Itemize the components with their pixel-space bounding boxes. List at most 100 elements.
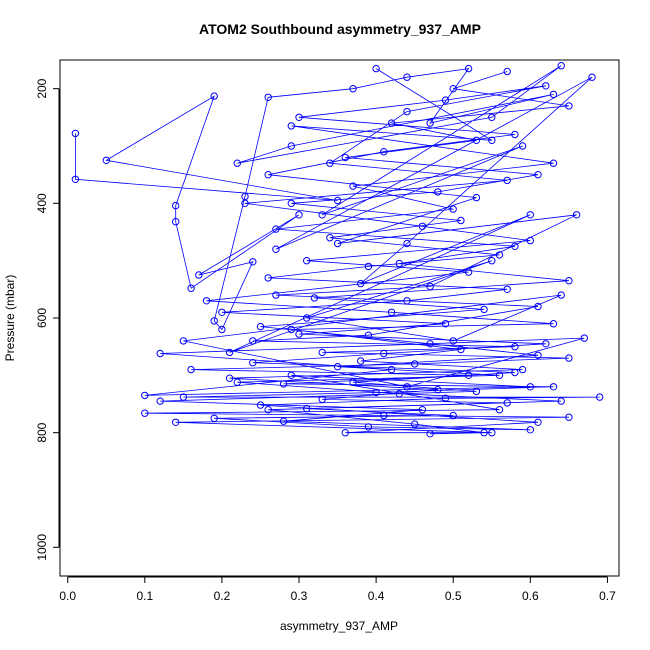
data-point	[434, 386, 442, 394]
data-point	[403, 383, 411, 391]
data-point	[557, 291, 565, 299]
data-point	[549, 90, 558, 99]
data-point	[218, 308, 226, 316]
data-point	[511, 343, 519, 351]
data-point	[295, 113, 303, 122]
data-point	[218, 325, 226, 334]
y-tick-label: 1000	[35, 534, 49, 561]
data-point	[187, 284, 195, 292]
data-point	[387, 365, 396, 374]
data-point	[526, 426, 534, 434]
data-point	[287, 142, 295, 150]
data-point	[272, 291, 280, 299]
data-point	[256, 322, 265, 331]
data-point	[372, 64, 380, 73]
data-point	[303, 404, 311, 413]
data-point	[357, 279, 365, 288]
data-point	[295, 330, 303, 338]
data-point	[457, 216, 465, 225]
data-point	[426, 340, 434, 348]
data-point	[495, 251, 504, 259]
data-point	[488, 113, 496, 122]
data-point	[202, 297, 211, 305]
data-point	[426, 430, 434, 438]
data-point	[249, 359, 257, 367]
data-point	[441, 394, 450, 402]
data-point	[187, 365, 195, 374]
plot-frame	[59, 59, 620, 577]
data-point	[264, 274, 272, 282]
data-point	[449, 205, 457, 213]
data-point	[565, 277, 573, 285]
x-tick-label: 0.2	[214, 589, 231, 603]
data-point	[403, 297, 411, 305]
x-tick-label: 0.7	[599, 589, 616, 603]
data-point	[426, 282, 434, 291]
data-point	[495, 371, 504, 379]
data-point	[403, 107, 411, 116]
data-point	[526, 211, 534, 219]
series-line-1	[75, 65, 600, 435]
data-point	[387, 119, 396, 127]
data-point	[71, 175, 80, 184]
data-point	[511, 368, 519, 377]
data-point	[526, 383, 534, 391]
data-point	[480, 429, 488, 437]
data-point	[264, 171, 272, 179]
data-point	[172, 201, 180, 210]
data-point	[272, 225, 280, 233]
data-point	[457, 345, 465, 354]
data-point	[480, 305, 488, 314]
data-point	[403, 239, 411, 248]
plot-lines	[75, 65, 600, 435]
data-point	[449, 337, 457, 345]
y-tick-label: 600	[35, 308, 49, 328]
data-point	[503, 399, 511, 407]
data-point	[225, 348, 234, 357]
data-point	[449, 85, 457, 93]
data-point	[303, 314, 311, 322]
data-point	[233, 378, 242, 386]
data-point	[318, 211, 326, 219]
data-point	[518, 142, 527, 150]
data-point	[411, 420, 419, 428]
data-point	[333, 239, 342, 248]
plot-points	[71, 61, 604, 438]
x-tick-label: 0.4	[368, 589, 385, 603]
data-point	[503, 285, 511, 293]
data-point	[472, 387, 481, 396]
data-point	[357, 357, 365, 365]
data-point	[364, 262, 373, 271]
data-point	[225, 374, 234, 382]
y-tick-label: 800	[35, 422, 49, 442]
data-point	[557, 61, 565, 70]
data-point	[287, 371, 295, 379]
data-point	[380, 349, 388, 358]
data-point	[210, 92, 218, 100]
data-point	[380, 148, 388, 156]
data-point	[287, 199, 295, 208]
data-point	[326, 159, 334, 167]
x-tick-label: 0.6	[522, 589, 539, 603]
data-point	[464, 64, 473, 73]
data-point	[464, 268, 473, 276]
data-point	[256, 401, 265, 409]
data-point	[511, 242, 519, 251]
x-tick-label: 0.1	[136, 589, 153, 603]
data-point	[542, 340, 550, 348]
data-point	[418, 406, 427, 414]
data-point	[549, 320, 558, 328]
data-point	[279, 417, 288, 425]
data-point	[349, 85, 357, 93]
data-point	[403, 73, 411, 81]
data-point	[580, 334, 588, 342]
data-point	[426, 119, 434, 127]
data-point	[472, 193, 481, 202]
data-point	[418, 222, 427, 231]
y-axis-label: Pressure (mbar)	[3, 275, 17, 362]
data-point	[341, 429, 349, 437]
y-tick-label: 200	[35, 78, 49, 98]
data-point	[488, 136, 496, 145]
data-point	[249, 258, 257, 266]
